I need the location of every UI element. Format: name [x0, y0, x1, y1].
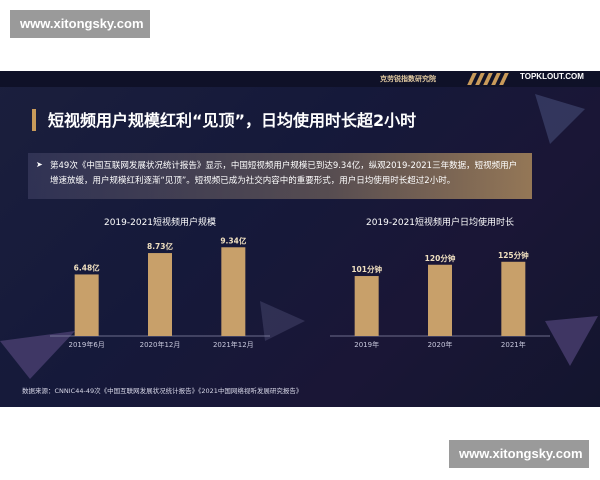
chart-title: 2019-2021短视频用户规模 [104, 216, 216, 228]
title-accent-bar [32, 109, 36, 131]
data-label: 8.73亿 [147, 241, 174, 251]
data-label: 125分钟 [498, 250, 529, 260]
chart-title: 2019-2021短视频用户日均使用时长 [366, 216, 514, 228]
tick-label: 2020年12月 [140, 340, 181, 349]
bar [501, 261, 526, 336]
bullet-arrow-icon: ➤ [36, 160, 43, 169]
decor-triangle-icon [545, 316, 598, 366]
chart-daily-usage: 2019-2021短视频用户日均使用时长 101分钟 2019年 120分钟 2020年… [330, 216, 550, 349]
data-label: 101分钟 [351, 264, 382, 274]
bar [221, 247, 246, 336]
bar [148, 253, 172, 336]
data-label: 6.48亿 [74, 262, 101, 272]
data-label: 9.34亿 [220, 235, 247, 245]
tick-label: 2020年 [428, 340, 453, 349]
bar [428, 264, 452, 336]
bar [354, 276, 379, 336]
decor-triangle-icon [535, 94, 585, 144]
chart-user-scale: 2019-2021短视频用户规模 6.48亿 2019年6月 8.73亿 2020年12… [50, 216, 270, 349]
page-title: 短视频用户规模红利“见顶”，日均使用时长超2小时 [48, 111, 417, 130]
decor-triangle-icon [0, 331, 75, 379]
slide: 克劳锐指数研究院 TOPKLOUT.COM 短视频用户规模红利“见顶”，日均使用… [0, 71, 600, 407]
header-bar: 克劳锐指数研究院 TOPKLOUT.COM [0, 71, 600, 87]
watermark-top: www.xitongsky.com [10, 10, 150, 38]
brand-name: 克劳锐指数研究院 [380, 75, 436, 83]
decor-triangle-icon [260, 301, 305, 341]
data-label: 120分钟 [425, 253, 456, 263]
bar [74, 274, 99, 336]
summary-text: 第49次《中国互联网发展状况统计报告》显示，中国短视频用户规模已到达9.34亿，… [50, 161, 518, 186]
watermark-bottom: www.xitongsky.com [449, 440, 589, 468]
tick-label: 2019年 [354, 340, 379, 349]
tick-label: 2019年6月 [69, 340, 105, 349]
summary-box: ➤ 第49次《中国互联网发展状况统计报告》显示，中国短视频用户规模已到达9.34… [28, 153, 532, 199]
source-note: 数据来源：CNNIC44-49次《中国互联网发展状况统计报告》《2021中国网络… [22, 387, 303, 395]
brand-logo-text: TOPKLOUT.COM [520, 72, 584, 81]
tick-label: 2021年12月 [213, 340, 254, 349]
tick-label: 2021年 [501, 340, 526, 349]
